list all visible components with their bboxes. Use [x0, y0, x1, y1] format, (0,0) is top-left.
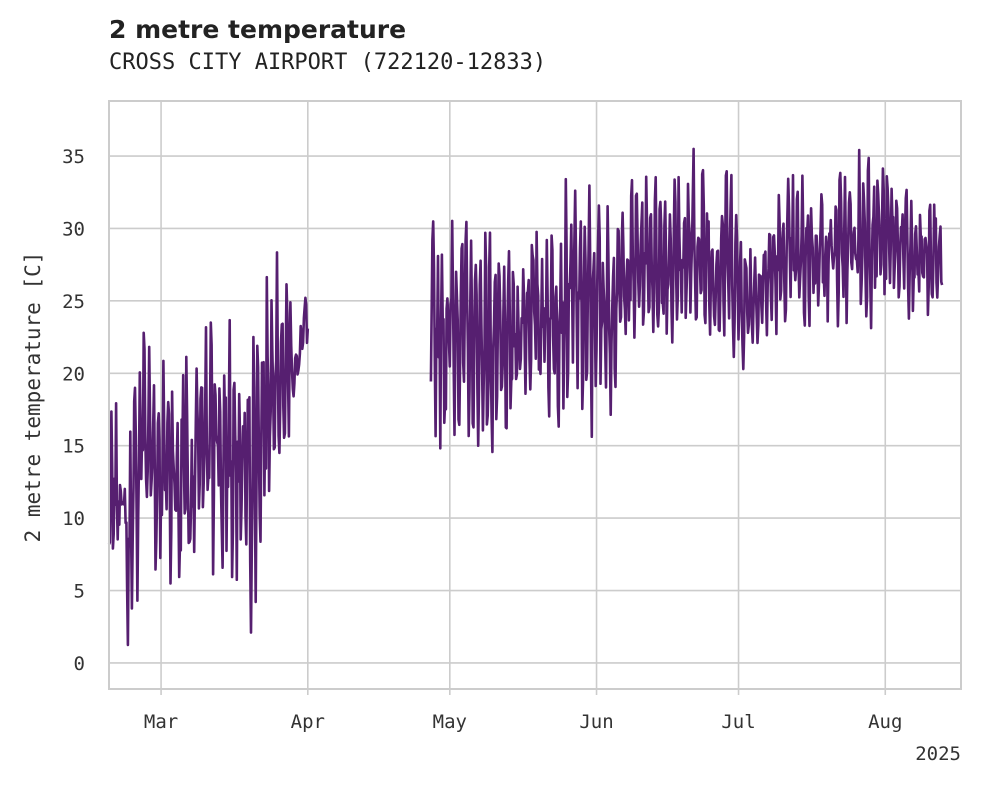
y-tick-label: 15	[62, 436, 85, 458]
tick-layer: 0 5 10 15 20 25 30 35 Mar Apr May Jun Jul Aug	[62, 146, 902, 733]
chart-subtitle: CROSS CITY AIRPORT (722120-12833)	[109, 50, 547, 75]
y-tick-label: 30	[62, 218, 85, 240]
x-tick-label: Jun	[579, 711, 613, 733]
y-tick-label: 35	[62, 146, 85, 168]
x-tick-label: May	[433, 711, 467, 733]
x-tick-label: Aug	[868, 711, 902, 733]
y-tick-label: 5	[74, 581, 85, 603]
temperature-line	[107, 251, 310, 647]
x-tick-label: Mar	[144, 711, 178, 733]
series-layer	[107, 147, 944, 647]
y-axis-label: 2 metre temperature [C]	[21, 252, 45, 543]
plot-frame	[108, 100, 962, 690]
grid-layer	[109, 101, 961, 689]
y-tick-label: 10	[62, 508, 85, 530]
y-tick-label: 20	[62, 363, 85, 385]
y-tick-label: 0	[74, 653, 85, 675]
x-tick-label: Jul	[721, 711, 755, 733]
y-tick-label: 25	[62, 291, 85, 313]
temperature-line	[429, 147, 944, 454]
x-tick-label: Apr	[291, 711, 325, 733]
chart-title: 2 metre temperature	[109, 15, 407, 44]
x-offset-label: 2025	[915, 743, 961, 765]
